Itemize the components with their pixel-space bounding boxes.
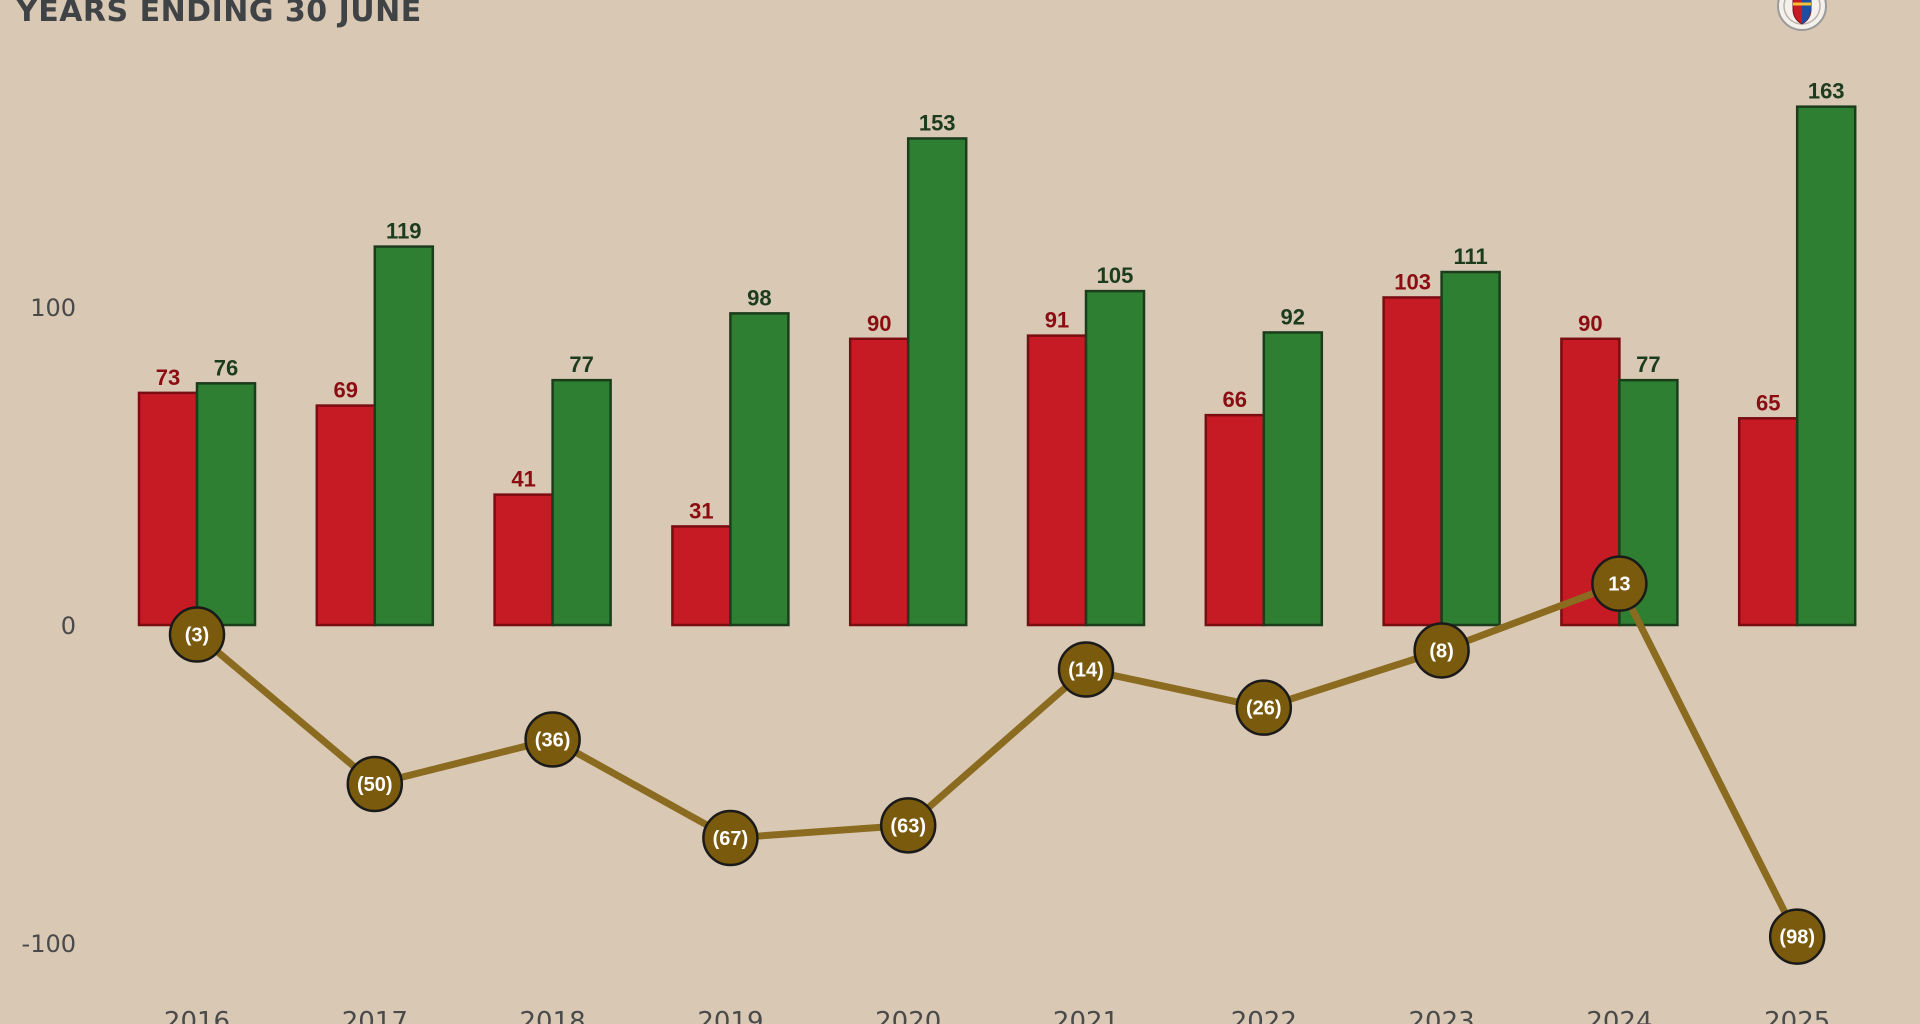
line-marker xyxy=(1591,555,1648,612)
bar-red xyxy=(1026,334,1088,627)
bar-green xyxy=(1795,105,1857,627)
line-marker xyxy=(168,606,226,663)
line-marker xyxy=(1413,622,1470,679)
line-marker xyxy=(1235,679,1293,736)
data-label-green: 105 xyxy=(1097,263,1134,288)
y-tick-label: 0 xyxy=(61,612,76,640)
bar-green xyxy=(373,245,435,627)
bar-red xyxy=(315,404,377,627)
data-label-green: 76 xyxy=(214,355,238,380)
data-label-red: 73 xyxy=(156,365,180,390)
line-marker xyxy=(524,711,581,768)
y-tick-label: -100 xyxy=(22,930,76,958)
x-tick-label: 2021 xyxy=(1053,1007,1119,1024)
data-label-green: 153 xyxy=(919,110,956,135)
x-tick-label: 2018 xyxy=(520,1007,586,1024)
data-label-red: 103 xyxy=(1394,269,1431,294)
club-crest-icon xyxy=(1777,0,1827,31)
bar-red xyxy=(1737,417,1799,627)
line-data-label: 13 xyxy=(1608,574,1630,596)
data-label-red: 90 xyxy=(1578,311,1602,336)
line-data-label: (50) xyxy=(357,774,393,796)
data-label-green: 111 xyxy=(1453,244,1487,269)
line-series xyxy=(194,580,1801,939)
data-label-red: 90 xyxy=(867,311,891,336)
bar-green xyxy=(1440,270,1501,627)
bar-red xyxy=(1382,296,1443,627)
data-label-red: 91 xyxy=(1045,308,1069,333)
bar-red xyxy=(493,493,554,627)
bar-green xyxy=(1084,289,1146,627)
bar-red xyxy=(1204,413,1266,627)
line-data-label: (26) xyxy=(1246,698,1282,720)
line-marker xyxy=(1057,641,1115,698)
bar-green xyxy=(906,137,968,627)
data-label-green: 98 xyxy=(747,285,771,310)
line-data-label: (67) xyxy=(713,828,749,850)
data-label-red: 41 xyxy=(511,467,535,492)
y-tick-label: 100 xyxy=(30,294,76,322)
bar-green xyxy=(551,378,612,627)
bar-green xyxy=(729,312,790,627)
line-marker xyxy=(1768,908,1826,965)
x-tick-label: 2016 xyxy=(164,1007,230,1024)
line-data-label: (3) xyxy=(185,625,209,647)
data-label-red: 66 xyxy=(1223,387,1247,412)
data-label-green: 92 xyxy=(1281,304,1305,329)
data-label-green: 119 xyxy=(386,219,422,244)
bar-red xyxy=(848,337,910,627)
line-marker xyxy=(346,755,404,813)
x-tick-label: 2025 xyxy=(1764,1007,1830,1024)
data-label-red: 69 xyxy=(334,378,358,403)
x-tick-label: 2019 xyxy=(697,1007,763,1024)
line-data-label: (14) xyxy=(1068,660,1104,682)
line-marker xyxy=(879,797,937,854)
bar-red xyxy=(137,391,199,627)
x-tick-label: 2023 xyxy=(1409,1007,1475,1024)
line-data-label: (36) xyxy=(535,729,571,751)
data-label-green: 163 xyxy=(1808,79,1845,104)
x-tick-label: 2024 xyxy=(1586,1007,1652,1024)
line-data-label: (98) xyxy=(1779,927,1815,949)
x-tick-label: 2017 xyxy=(342,1007,408,1024)
chart-subtitle: YEARS ENDING 30 JUNE xyxy=(16,0,422,29)
data-label-green: 77 xyxy=(569,352,593,377)
bar-green xyxy=(1262,331,1324,627)
data-label-red: 65 xyxy=(1756,390,1780,415)
line-data-label: (8) xyxy=(1429,640,1453,662)
line-marker xyxy=(702,809,759,867)
data-label-green: 77 xyxy=(1636,352,1660,377)
x-tick-label: 2020 xyxy=(875,1007,941,1024)
line-data-label: (63) xyxy=(890,815,926,837)
bar-red xyxy=(671,525,732,627)
x-tick-label: 2022 xyxy=(1231,1007,1297,1024)
data-label-red: 31 xyxy=(689,498,713,523)
bar-green xyxy=(195,382,257,627)
